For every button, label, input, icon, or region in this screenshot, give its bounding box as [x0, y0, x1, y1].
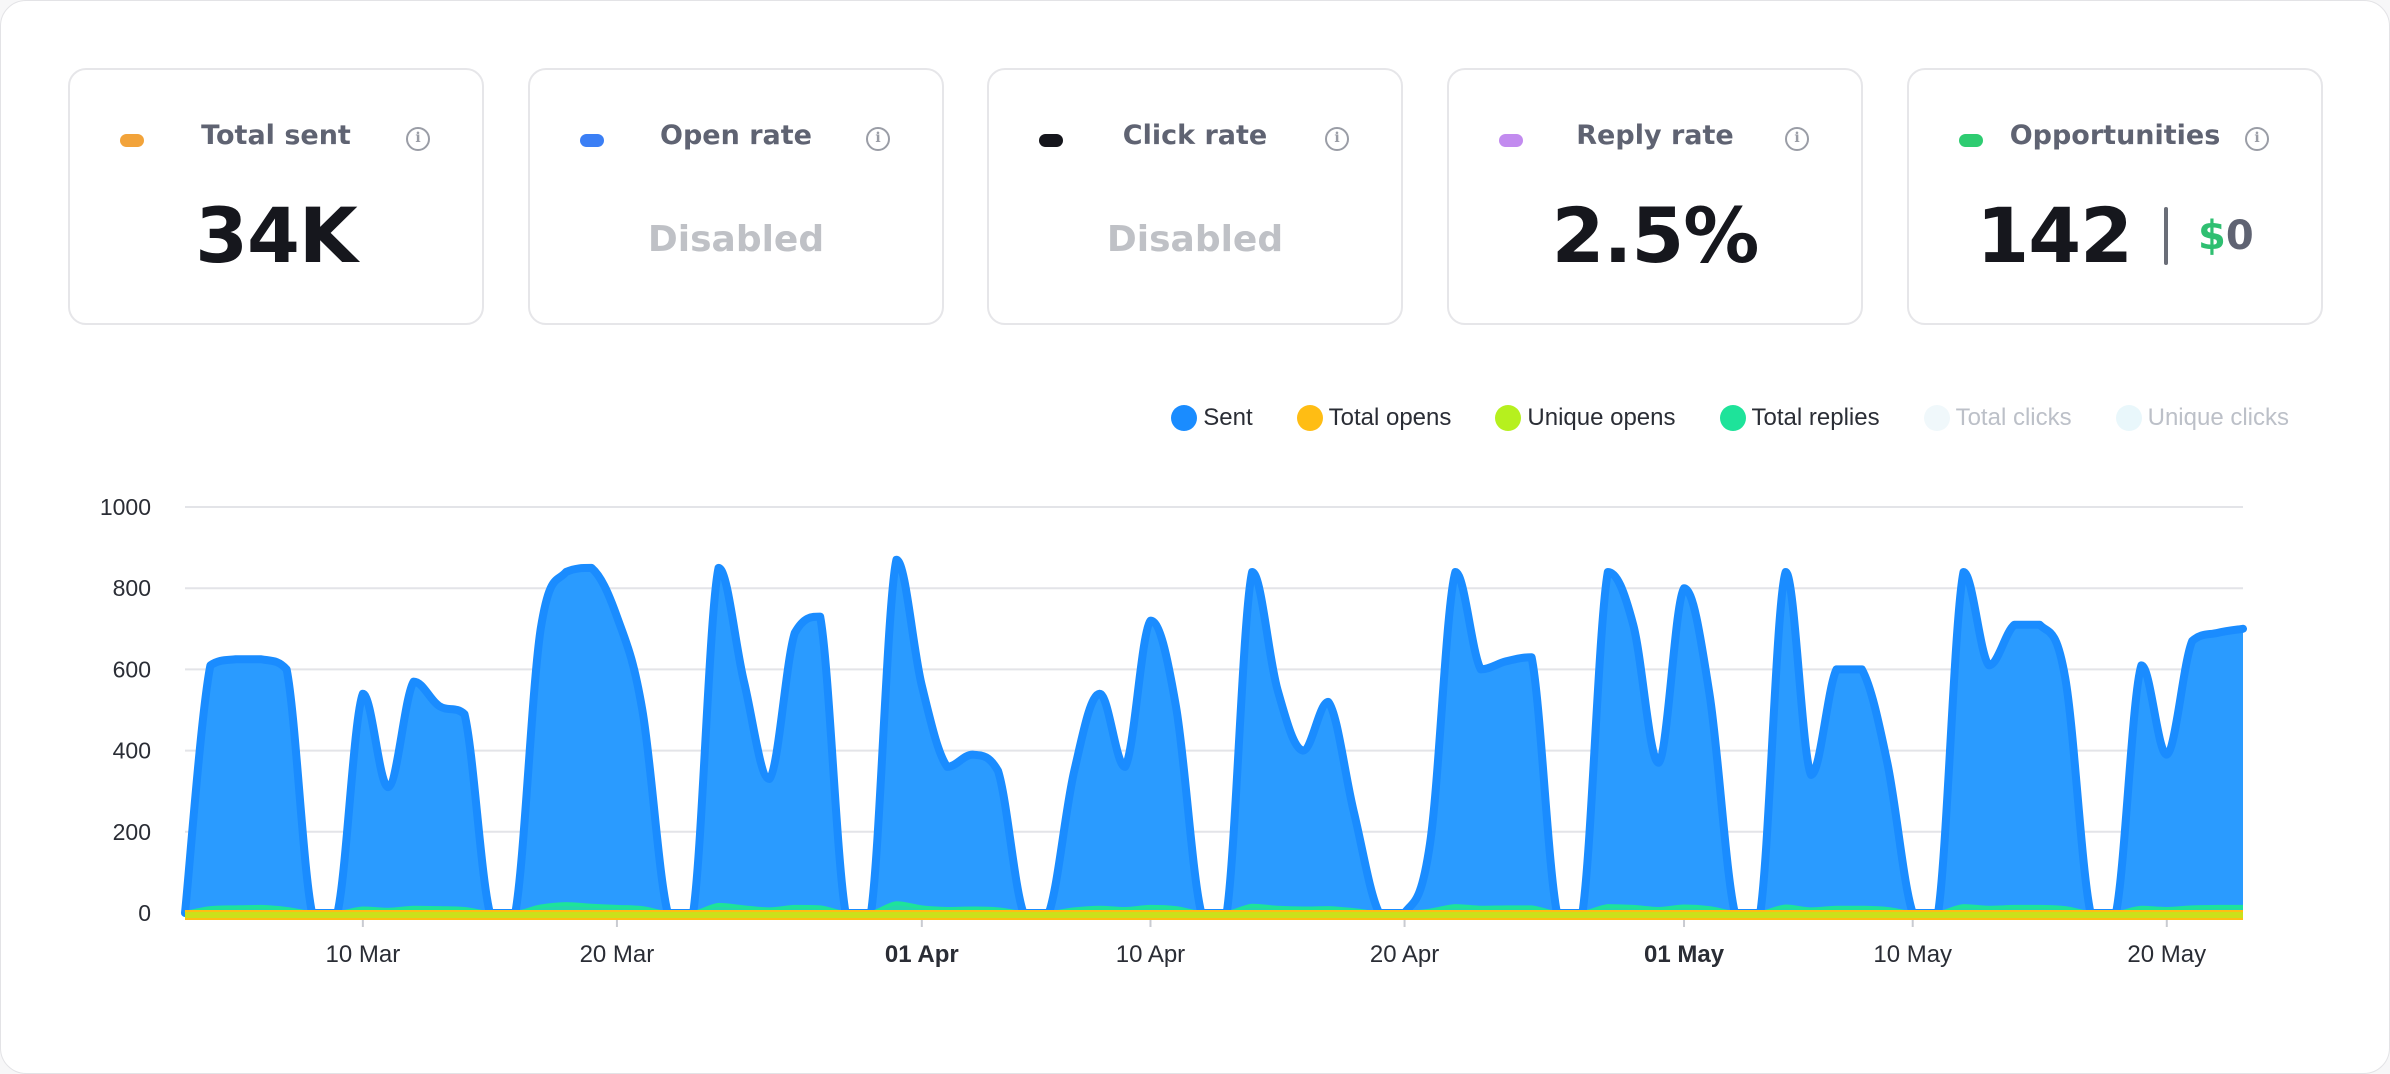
opportunities-amount: 0: [2225, 213, 2254, 259]
opportunities-values: 142 $0: [1909, 198, 2321, 274]
legend-item-sent[interactable]: Sent: [1171, 404, 1253, 432]
stat-card-value: 34K: [195, 191, 358, 280]
stat-card-label: Click rate: [1122, 120, 1268, 151]
open-rate-color-dot: [580, 134, 604, 147]
stat-card-label: Reply rate: [1576, 120, 1734, 151]
chart-series: [181, 555, 2247, 920]
y-tick-label: 400: [113, 738, 151, 764]
stat-card-total-sent: Total sent i 34K: [68, 68, 484, 325]
y-tick-label: 600: [113, 656, 151, 682]
x-axis: 10 Mar 20 Mar 01 Apr 10 Apr 20 Apr 01 May 10 M…: [326, 915, 2206, 968]
legend-swatch: [1923, 405, 1950, 431]
stat-card-value: 2.5%: [1551, 191, 1760, 280]
legend-swatch: [1171, 405, 1198, 431]
y-tick-label: 0: [138, 900, 151, 926]
stat-card-label: Open rate: [660, 120, 812, 151]
sent-area: [185, 559, 2243, 913]
y-axis: 0 200 400 600 800 1000: [100, 494, 151, 926]
total-sent-color-dot: [120, 134, 144, 147]
stat-card-value: Disabled: [647, 219, 825, 260]
legend-swatch: [2115, 405, 2142, 431]
stat-card-opportunities: Opportunities i 142 $0: [1907, 68, 2323, 325]
y-tick-label: 200: [113, 819, 151, 845]
stat-card-label: Opportunities: [2009, 120, 2221, 151]
x-tick-label: 10 Mar: [326, 941, 401, 968]
legend-label: Total clicks: [1955, 404, 2072, 431]
x-tick-label: 20 May: [2127, 941, 2206, 968]
sent-area-chart: 0 200 400 600 800 1000 10 Mar 20 Mar 01 Apr 10 A…: [100, 494, 2247, 968]
info-icon[interactable]: i: [406, 127, 430, 151]
legend-swatch: [1495, 405, 1522, 431]
x-tick-label: 01 Apr: [885, 941, 959, 968]
y-tick-label: 800: [113, 575, 151, 601]
stat-card-click-rate: Click rate i Disabled: [987, 68, 1403, 325]
legend-item-unique-clicks[interactable]: Unique clicks: [2115, 404, 2289, 432]
legend-swatch: [1296, 405, 1323, 431]
x-tick-label: 01 May: [1644, 941, 1725, 968]
legend-item-total-replies[interactable]: Total replies: [1719, 404, 1880, 432]
legend-item-total-opens[interactable]: Total opens: [1296, 404, 1452, 432]
stat-card-open-rate: Open rate i Disabled: [528, 68, 944, 325]
x-tick-label: 10 May: [1873, 941, 1952, 968]
info-icon[interactable]: i: [866, 127, 890, 151]
stat-card-reply-rate: Reply rate i 2.5%: [1447, 68, 1863, 325]
chart-legend: Sent Total opens Unique opens Total repl…: [1127, 404, 2289, 432]
currency-symbol: $: [2197, 213, 2226, 259]
info-icon[interactable]: i: [1325, 127, 1349, 151]
info-icon[interactable]: i: [1785, 127, 1809, 151]
legend-label: Total opens: [1328, 404, 1452, 431]
legend-item-total-clicks[interactable]: Total clicks: [1923, 404, 2072, 432]
chart-grid: [185, 506, 2243, 914]
sent-line: [181, 555, 2247, 917]
x-tick-label: 20 Mar: [580, 941, 655, 968]
x-tick-label: 20 Apr: [1370, 941, 1439, 968]
divider: [2163, 207, 2168, 265]
click-rate-color-dot: [1039, 134, 1063, 147]
y-tick-label: 1000: [100, 494, 151, 520]
legend-label: Sent: [1203, 404, 1253, 431]
legend-label: Total replies: [1751, 404, 1880, 431]
legend-label: Unique opens: [1527, 404, 1676, 431]
legend-swatch: [1719, 405, 1746, 431]
stat-card-value: Disabled: [1106, 219, 1284, 260]
reply-rate-color-dot: [1499, 134, 1523, 147]
x-tick-label: 10 Apr: [1116, 941, 1185, 968]
opportunities-count: 142: [1976, 191, 2133, 280]
opportunities-color-dot: [1959, 134, 1983, 147]
legend-label: Unique clicks: [2147, 404, 2289, 431]
info-icon[interactable]: i: [2245, 127, 2269, 151]
stat-card-label: Total sent: [201, 120, 351, 151]
legend-item-unique-opens[interactable]: Unique opens: [1495, 404, 1676, 432]
